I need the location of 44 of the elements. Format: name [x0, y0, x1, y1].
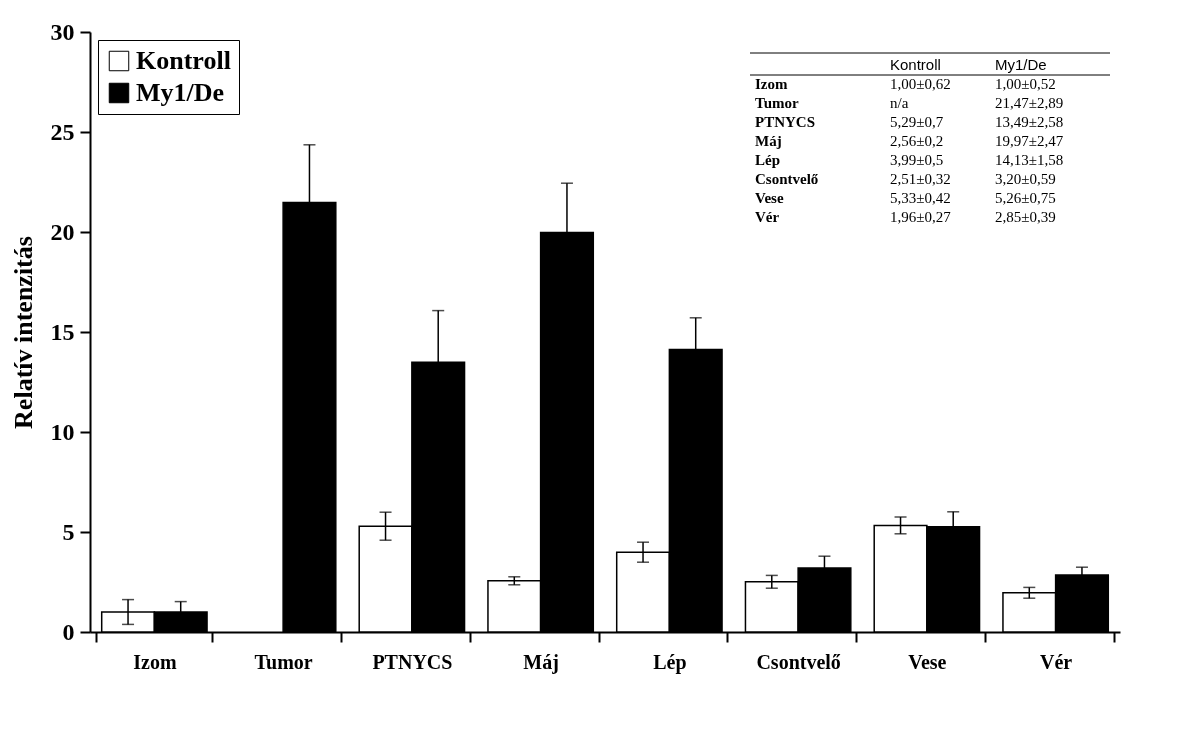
y-axis-title: Relatív intenzitás: [8, 236, 38, 429]
annotation: 19,97±2,47: [995, 133, 1064, 149]
y-tick-label: 5: [62, 518, 75, 545]
x-tick-label: Tumor: [254, 650, 313, 673]
category-label: Lép: [755, 152, 781, 168]
annotation: 3,20±0,59: [995, 171, 1056, 187]
annotation: 5,26±0,75: [995, 190, 1056, 206]
category-label: Csontvelő: [755, 171, 819, 187]
category-label: Vese: [755, 190, 784, 206]
x-tick-label: Izom: [133, 650, 177, 673]
x-tick-label: Vér: [1040, 650, 1073, 673]
annotation: n/a: [890, 95, 909, 111]
category-label: Máj: [755, 133, 782, 149]
y-tick-label: 10: [50, 418, 75, 445]
annotation: 1,96±0,27: [890, 209, 952, 225]
text: Kontroll: [890, 56, 941, 73]
annotation: 5,29±0,7: [890, 114, 944, 130]
text: My1/De: [995, 56, 1047, 73]
annotation: 2,56±0,2: [890, 133, 944, 149]
y-tick-label: 0: [62, 618, 75, 645]
annotation: 5,33±0,42: [890, 190, 951, 206]
legend-label: My1/De: [136, 78, 225, 107]
legend-label: Kontroll: [136, 46, 231, 75]
category-label: Vér: [755, 209, 780, 225]
y-tick-label: 25: [50, 118, 75, 145]
annotation: 13,49±2,58: [995, 114, 1064, 130]
annotation: 14,13±1,58: [995, 152, 1064, 168]
x-tick-label: Vese: [908, 650, 947, 673]
annotation: 2,85±0,39: [995, 209, 1056, 225]
category-label: Tumor: [755, 95, 799, 111]
category-label: Izom: [755, 76, 788, 92]
annotation: 2,51±0,32: [890, 171, 951, 187]
x-tick-label: Lép: [653, 650, 687, 674]
annotation: 1,00±0,62: [890, 76, 951, 92]
annotation: 1,00±0,52: [995, 76, 1056, 92]
y-tick-label: 15: [50, 318, 75, 345]
x-tick-label: Csontvelő: [756, 650, 841, 673]
x-tick-label: Máj: [523, 650, 559, 674]
x-tick-label: PTNYCS: [372, 650, 453, 673]
y-tick-label: 30: [50, 18, 75, 45]
annotation: 3,99±0,5: [890, 152, 944, 168]
annotation: 21,47±2,89: [995, 95, 1064, 111]
y-tick-label: 20: [50, 218, 75, 245]
category-label: PTNYCS: [755, 114, 816, 130]
